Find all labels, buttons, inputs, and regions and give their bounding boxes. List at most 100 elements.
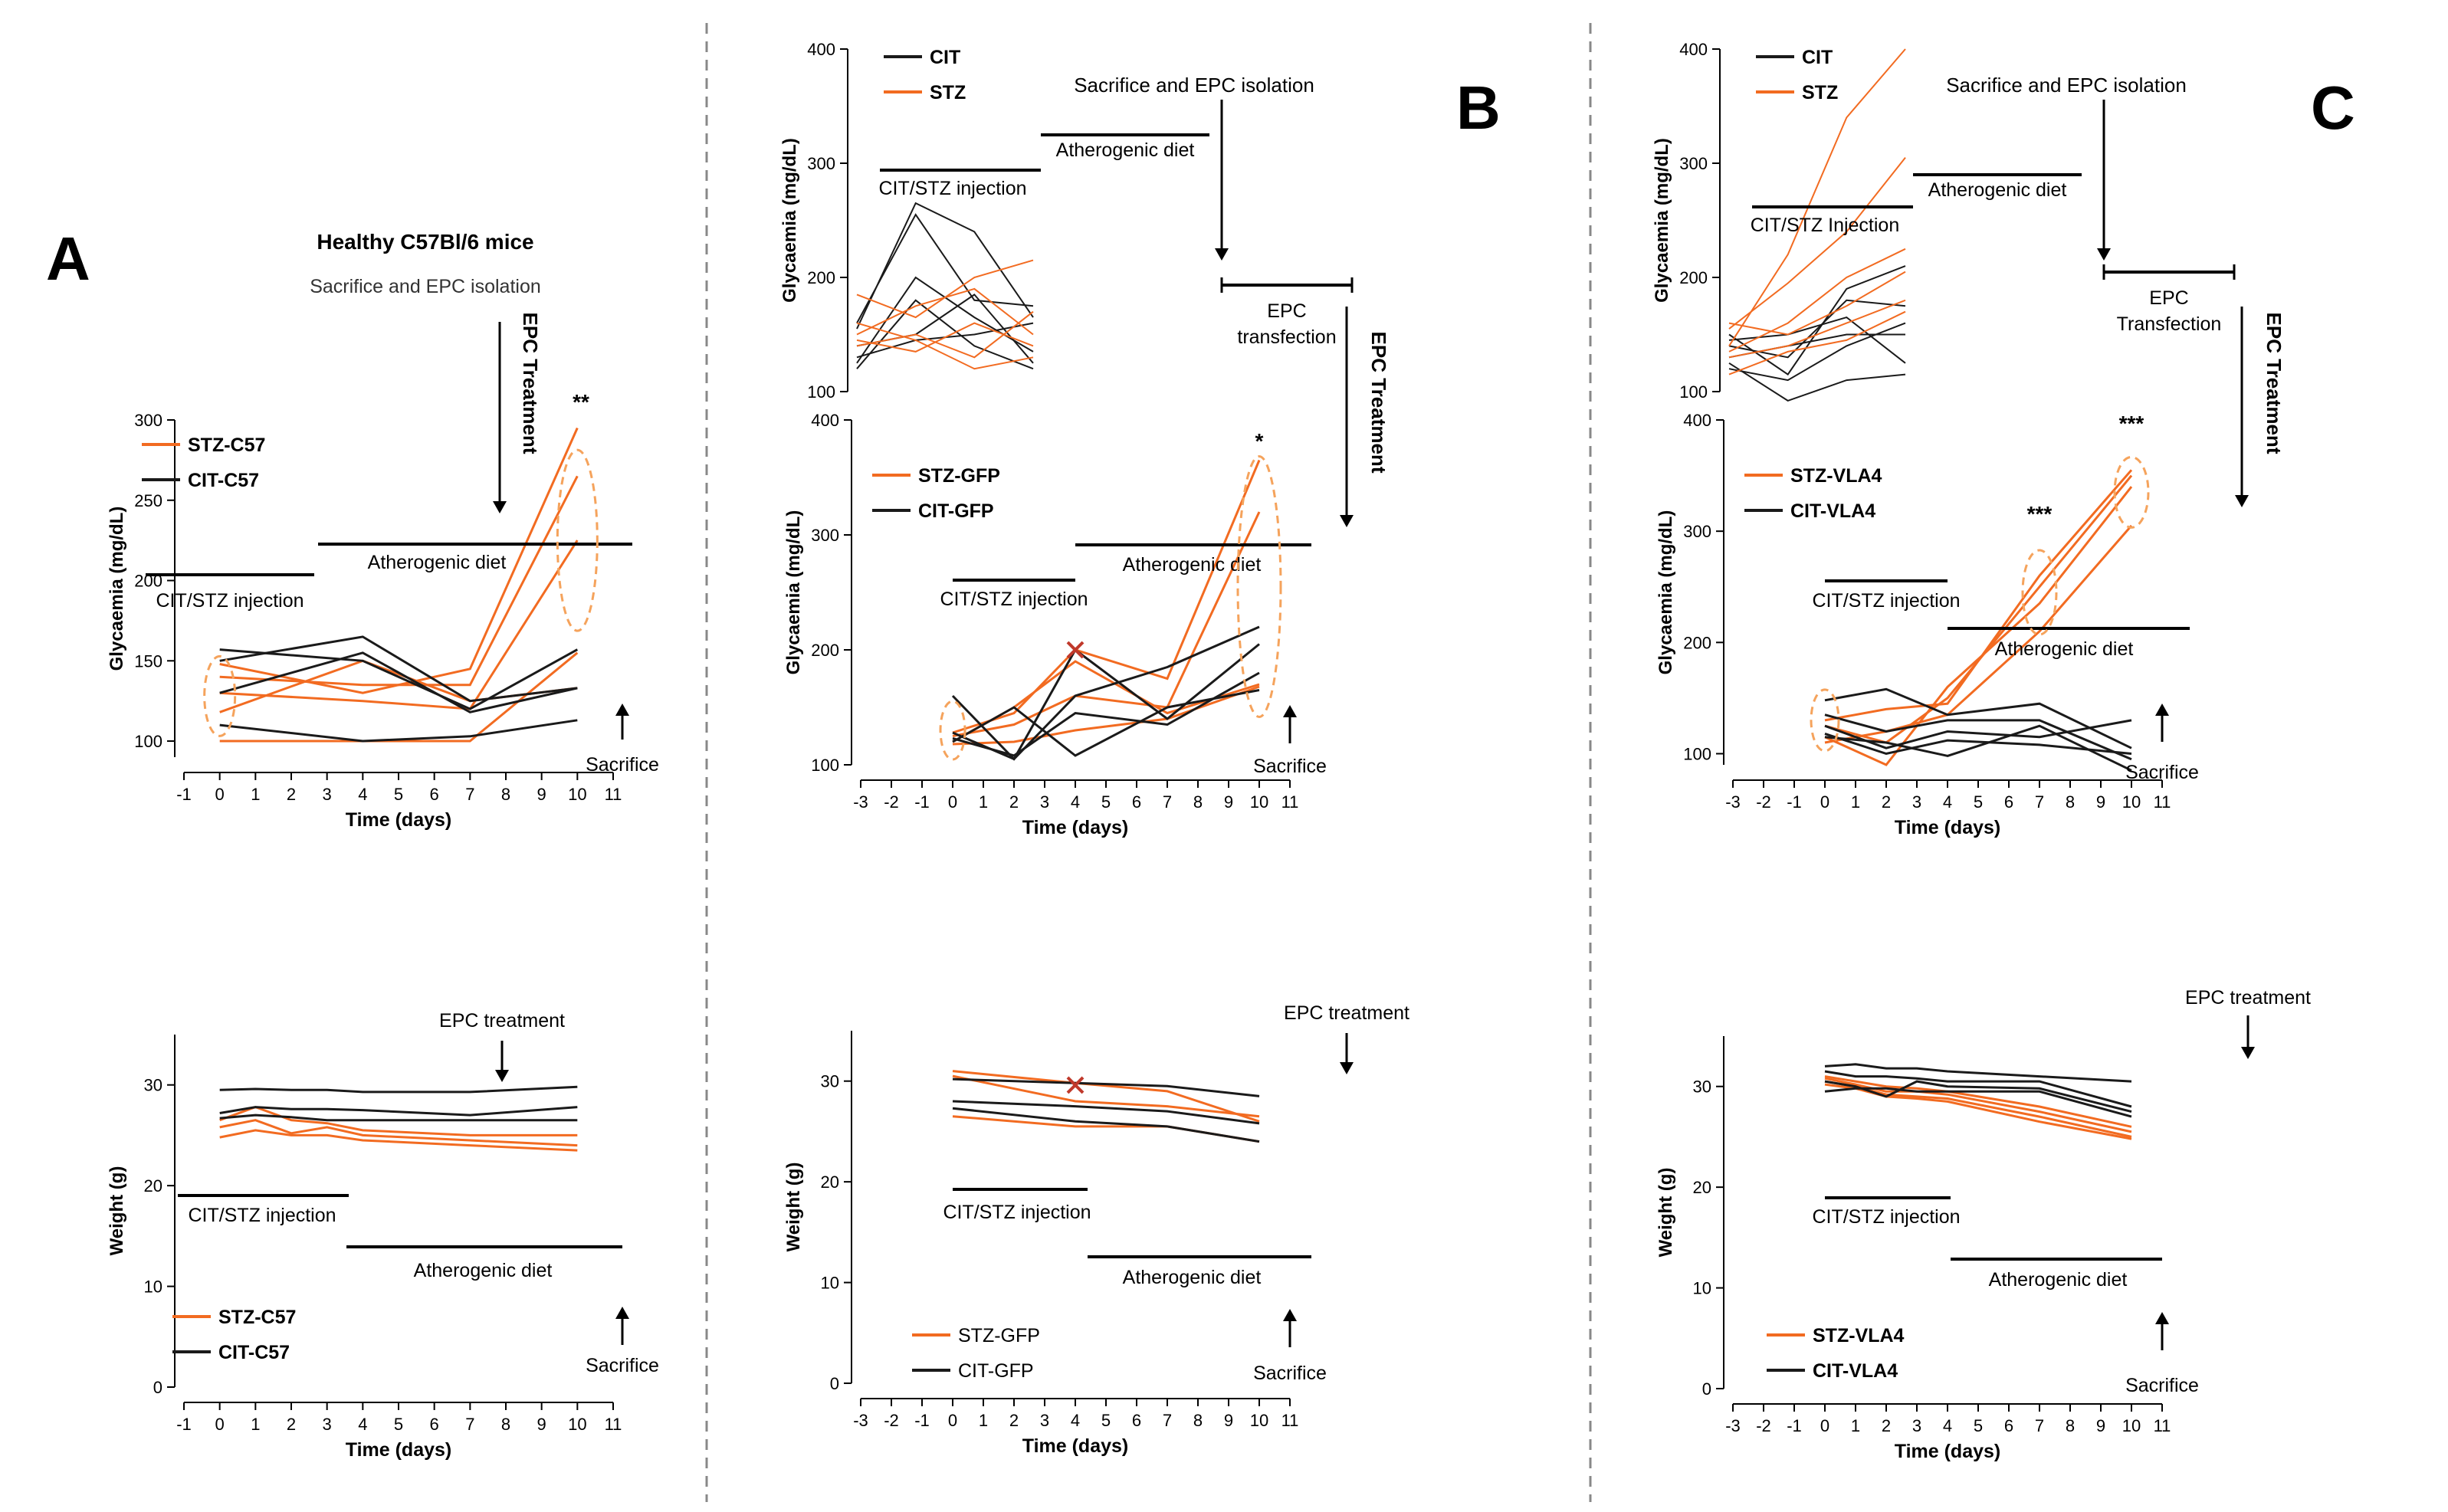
x-tick-label: -3 [853,1411,868,1430]
panel-c-weight-chart: 0 10 20 30 Weight (g) -3 -2 -1 0 1 2 3 4 5 6 7 8 9 10 11 Tim… [1656,987,2311,1462]
stz-series-line-3 [219,1129,578,1152]
x-tick-label: 6 [2004,1416,2013,1435]
x-tick-label: 4 [1071,792,1080,812]
panel-letter-c: C [2311,74,2355,142]
diet-label: Atherogenic diet [368,552,507,573]
x-tick-label: 2 [1882,1416,1891,1435]
cit-series-line-1 [1728,265,1906,376]
legend-stz-label: STZ-C57 [218,1307,296,1328]
stz-series-line-1 [1824,469,2133,722]
y-axis-label: Weight (g) [107,1166,127,1256]
legend-cit-label: CIT-C57 [218,1342,290,1363]
y-tick-label: 0 [830,1374,839,1393]
stz-series-line-9 [1728,248,1906,353]
x-tick-label: 10 [2122,792,2141,812]
highlight-ellipse-day10 [2113,455,2150,529]
y-tick-label: 200 [811,641,839,660]
cit-series-line-5 [1824,1063,2132,1083]
x-tick-label: 2 [1882,792,1891,812]
cit-series-line-8 [1824,1087,2132,1118]
x-tick-label: 9 [2096,792,2105,812]
x-tick-label: 9 [2096,1416,2105,1435]
x-tick-label: 5 [1974,792,1983,812]
x-tick-label: 2 [1009,1411,1019,1430]
cit-series-line-6 [952,1107,1260,1143]
treatment-arrow-head [1340,515,1354,527]
y-tick-label: 400 [1679,40,1708,59]
x-tick-label: -1 [176,785,192,804]
stz-series-line-11 [856,322,1034,370]
x-tick-label: -1 [1787,1416,1802,1435]
y-tick-label: 300 [1679,154,1708,173]
cit-series-line-6 [1728,322,1906,382]
legend-stz-label: STZ-GFP [958,1325,1040,1346]
x-axis-label: Time (days) [1895,1441,2000,1462]
y-tick-label: 10 [144,1277,162,1297]
x-tick-label: 9 [1224,1411,1233,1430]
y-tick-label: 30 [144,1076,162,1095]
inset-injection-label: CIT/STZ injection [878,178,1026,199]
stz-series-line-1 [952,1070,1260,1123]
x-tick-label: 6 [430,1415,439,1434]
y-tick-label: 20 [144,1176,162,1195]
cit-series-line-2 [856,213,1034,324]
cit-series-line-5 [219,1106,578,1117]
x-axis-label: Time (days) [346,1439,451,1461]
cit-series-line-7 [952,671,1260,757]
y-tick-label: 200 [1683,633,1711,652]
diet-label: Atherogenic diet [1123,1267,1262,1288]
sacrifice-label: Sacrifice [2125,1375,2199,1396]
x-tick-label: 4 [1071,1411,1080,1430]
x-tick-label: 6 [1132,792,1141,812]
y-tick-label: 100 [1679,382,1708,402]
injection-label: CIT/STZ injection [940,589,1088,610]
legend-cit-label: CIT [930,47,960,68]
x-tick-label: 8 [2066,792,2075,812]
x-tick-label: 11 [605,1415,622,1434]
y-tick-label: 200 [1679,268,1708,287]
x-axis-label: Time (days) [1895,817,2000,838]
panel-a-weight-chart: 0 10 20 30 Weight (g) -1 0 1 2 3 4 5 6 7 8 9 10 11 Time (d… [107,1010,659,1461]
death-marker [1066,1076,1085,1094]
treatment-arrow-head [2235,495,2249,507]
panel-b-weight-chart: 0 10 20 30 Weight (g) -3 -2 -1 0 1 2 3 4 5 6 7 8 9 10 11 Tim… [783,1002,1409,1457]
x-tick-label: 7 [1163,1411,1172,1430]
x-tick-label: 3 [1040,1411,1049,1430]
y-tick-label: 300 [1683,522,1711,541]
x-tick-label: 2 [287,1415,296,1434]
cit-series-line-9 [1824,732,2132,756]
y-tick-label: 400 [811,411,839,430]
transfection-label: Transfection [2117,313,2222,335]
x-tick-label: 2 [1009,792,1019,812]
x-tick-label: 8 [1193,1411,1203,1430]
y-tick-label: 400 [1683,411,1711,430]
cit-series-line-8 [952,689,1260,757]
highlight-ellipse-day10 [556,448,599,632]
x-tick-label: -2 [1756,1416,1771,1435]
x-tick-label: 11 [2154,792,2171,812]
cit-series-line-7 [1824,1080,2132,1114]
y-tick-label: 300 [134,411,162,430]
x-tick-label: -2 [884,792,899,812]
y-tick-label: 0 [153,1378,162,1397]
sacrifice-label: Sacrifice [1253,1363,1327,1384]
y-axis-label: Weight (g) [783,1163,804,1252]
treatment-arrow-head [493,501,507,513]
stz-series-line-8 [1728,156,1906,330]
sacrifice-label: Sacrifice [586,754,659,776]
panel-a-title: Healthy C57Bl/6 mice [317,230,533,254]
cit-series-line-9 [219,719,578,743]
x-tick-label: -1 [914,1411,930,1430]
stz-series-line-11 [1728,299,1906,359]
x-tick-label: 4 [1943,792,1952,812]
cit-series-line-7 [219,635,578,703]
sacrifice-label: Sacrifice [1253,756,1327,777]
y-tick-label: 300 [811,526,839,545]
y-tick-label: 20 [821,1173,839,1192]
x-tick-label: 11 [1281,792,1299,812]
injection-label: CIT/STZ injection [1812,590,1960,612]
y-tick-label: 100 [1683,744,1711,763]
treatment-arrow-head [1340,1062,1354,1074]
x-tick-label: 1 [1851,792,1860,812]
panel-a: A Healthy C57Bl/6 mice Sacrifice and EPC… [46,225,659,1461]
